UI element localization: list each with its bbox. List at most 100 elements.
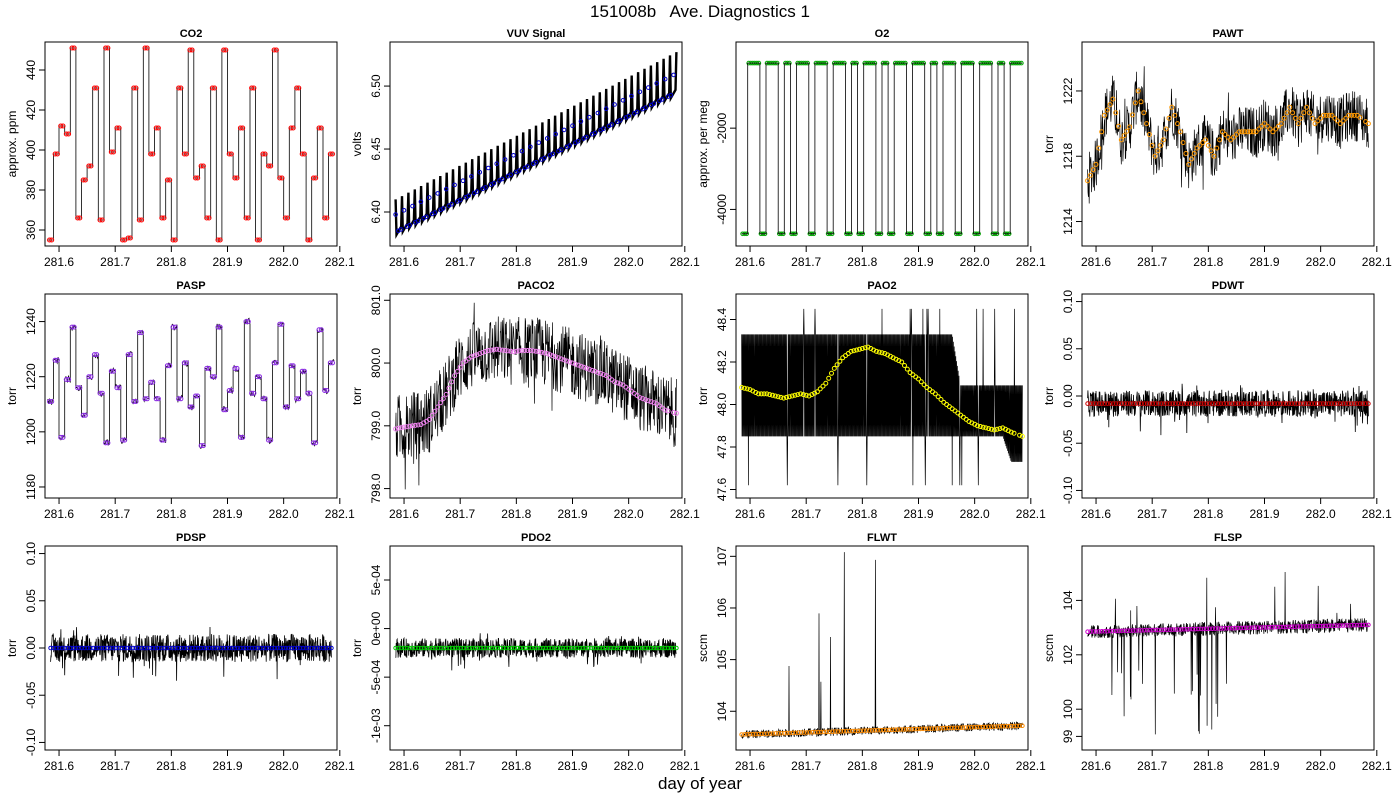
data-point bbox=[1238, 401, 1244, 406]
data-point bbox=[212, 645, 218, 651]
data-point bbox=[475, 645, 481, 651]
data-point bbox=[1152, 153, 1158, 159]
x-tick-label: 282.1 bbox=[1016, 507, 1046, 521]
data-point bbox=[314, 645, 320, 651]
y-tick-label: 800.0 bbox=[369, 348, 383, 378]
data-point bbox=[1278, 401, 1283, 406]
data-point bbox=[1113, 110, 1119, 116]
data-point bbox=[237, 434, 243, 440]
data-point bbox=[1093, 401, 1099, 406]
y-tick-label: -0.05 bbox=[24, 681, 38, 709]
data-point bbox=[318, 125, 324, 131]
data-point bbox=[1275, 401, 1280, 406]
data-point bbox=[103, 440, 109, 446]
data-point bbox=[243, 215, 249, 221]
data-point bbox=[1357, 401, 1363, 406]
data-point bbox=[781, 395, 787, 401]
data-point bbox=[505, 348, 511, 354]
data-point bbox=[600, 645, 605, 651]
x-tick-label: 281.9 bbox=[903, 507, 933, 521]
data-point bbox=[294, 85, 300, 91]
data-point bbox=[770, 392, 775, 398]
data-point bbox=[457, 364, 463, 370]
data-point bbox=[443, 186, 449, 192]
series-pao2 bbox=[739, 308, 1025, 486]
data-point bbox=[841, 729, 847, 734]
data-point bbox=[741, 385, 747, 391]
data-point bbox=[1164, 627, 1170, 633]
x-tick-label: 281.9 bbox=[903, 255, 933, 269]
data-point bbox=[1159, 627, 1164, 633]
data-point bbox=[767, 731, 773, 736]
data-point bbox=[116, 385, 122, 391]
data-point bbox=[940, 725, 946, 731]
data-point bbox=[478, 645, 484, 651]
data-point bbox=[68, 645, 73, 651]
y-tick-label: 6.50 bbox=[369, 74, 383, 98]
data-point bbox=[1088, 401, 1093, 406]
y-axis-label: sccm bbox=[696, 634, 710, 662]
data-point bbox=[1349, 623, 1354, 628]
y-tick-label: 107 bbox=[715, 546, 729, 566]
data-point bbox=[742, 732, 747, 737]
data-point bbox=[75, 215, 81, 221]
data-point bbox=[1085, 401, 1090, 406]
data-point bbox=[407, 645, 413, 651]
data-point bbox=[159, 437, 165, 443]
data-point bbox=[989, 426, 994, 432]
x-tick-label: 282.0 bbox=[614, 255, 644, 269]
data-point bbox=[1110, 628, 1116, 634]
data-point bbox=[1315, 401, 1320, 406]
x-tick-label: 282.0 bbox=[614, 507, 644, 521]
data-point bbox=[1232, 401, 1238, 406]
data-point bbox=[884, 727, 889, 733]
data-point bbox=[477, 351, 483, 357]
data-point bbox=[1281, 115, 1287, 121]
data-point bbox=[136, 645, 141, 651]
data-point bbox=[561, 357, 567, 363]
data-point bbox=[540, 645, 546, 651]
data-point bbox=[1190, 626, 1195, 632]
data-point bbox=[1233, 132, 1239, 137]
data-point bbox=[49, 237, 55, 243]
data-point bbox=[317, 645, 323, 651]
data-point bbox=[494, 161, 500, 166]
data-point bbox=[1142, 628, 1147, 633]
data-point bbox=[971, 724, 977, 730]
data-point bbox=[458, 645, 464, 651]
data-point bbox=[801, 730, 807, 735]
data-point bbox=[1300, 624, 1306, 629]
data-point bbox=[305, 237, 311, 243]
data-point bbox=[1235, 625, 1241, 631]
panel-title: PDSP bbox=[176, 532, 206, 544]
data-point bbox=[1217, 137, 1223, 143]
data-point bbox=[753, 731, 759, 737]
data-point bbox=[628, 645, 634, 651]
data-point bbox=[175, 645, 181, 651]
data-point bbox=[280, 645, 286, 651]
plot-frame bbox=[735, 545, 1029, 751]
data-point bbox=[533, 160, 539, 165]
data-point bbox=[278, 645, 283, 651]
data-point bbox=[221, 47, 227, 53]
data-point bbox=[937, 726, 943, 731]
panel-paco2: PACO2 torr 798.0 799.0 800.0 801.0 281.6 281.7 2… bbox=[350, 280, 700, 521]
data-point bbox=[851, 348, 857, 354]
data-point bbox=[1329, 623, 1334, 629]
data-point bbox=[1156, 627, 1161, 633]
data-point bbox=[323, 645, 329, 651]
data-point bbox=[285, 215, 291, 221]
data-point bbox=[125, 235, 131, 241]
x-tick-label: 281.7 bbox=[445, 759, 475, 773]
data-point bbox=[645, 645, 651, 651]
trace-line bbox=[741, 62, 1023, 235]
data-point bbox=[415, 422, 421, 428]
data-point bbox=[1323, 401, 1329, 406]
data-point bbox=[472, 645, 478, 651]
data-point bbox=[396, 645, 401, 651]
data-point bbox=[1201, 401, 1207, 406]
data-point bbox=[441, 206, 446, 211]
data-point bbox=[189, 404, 195, 410]
data-point bbox=[595, 110, 601, 116]
data-point bbox=[277, 321, 283, 327]
